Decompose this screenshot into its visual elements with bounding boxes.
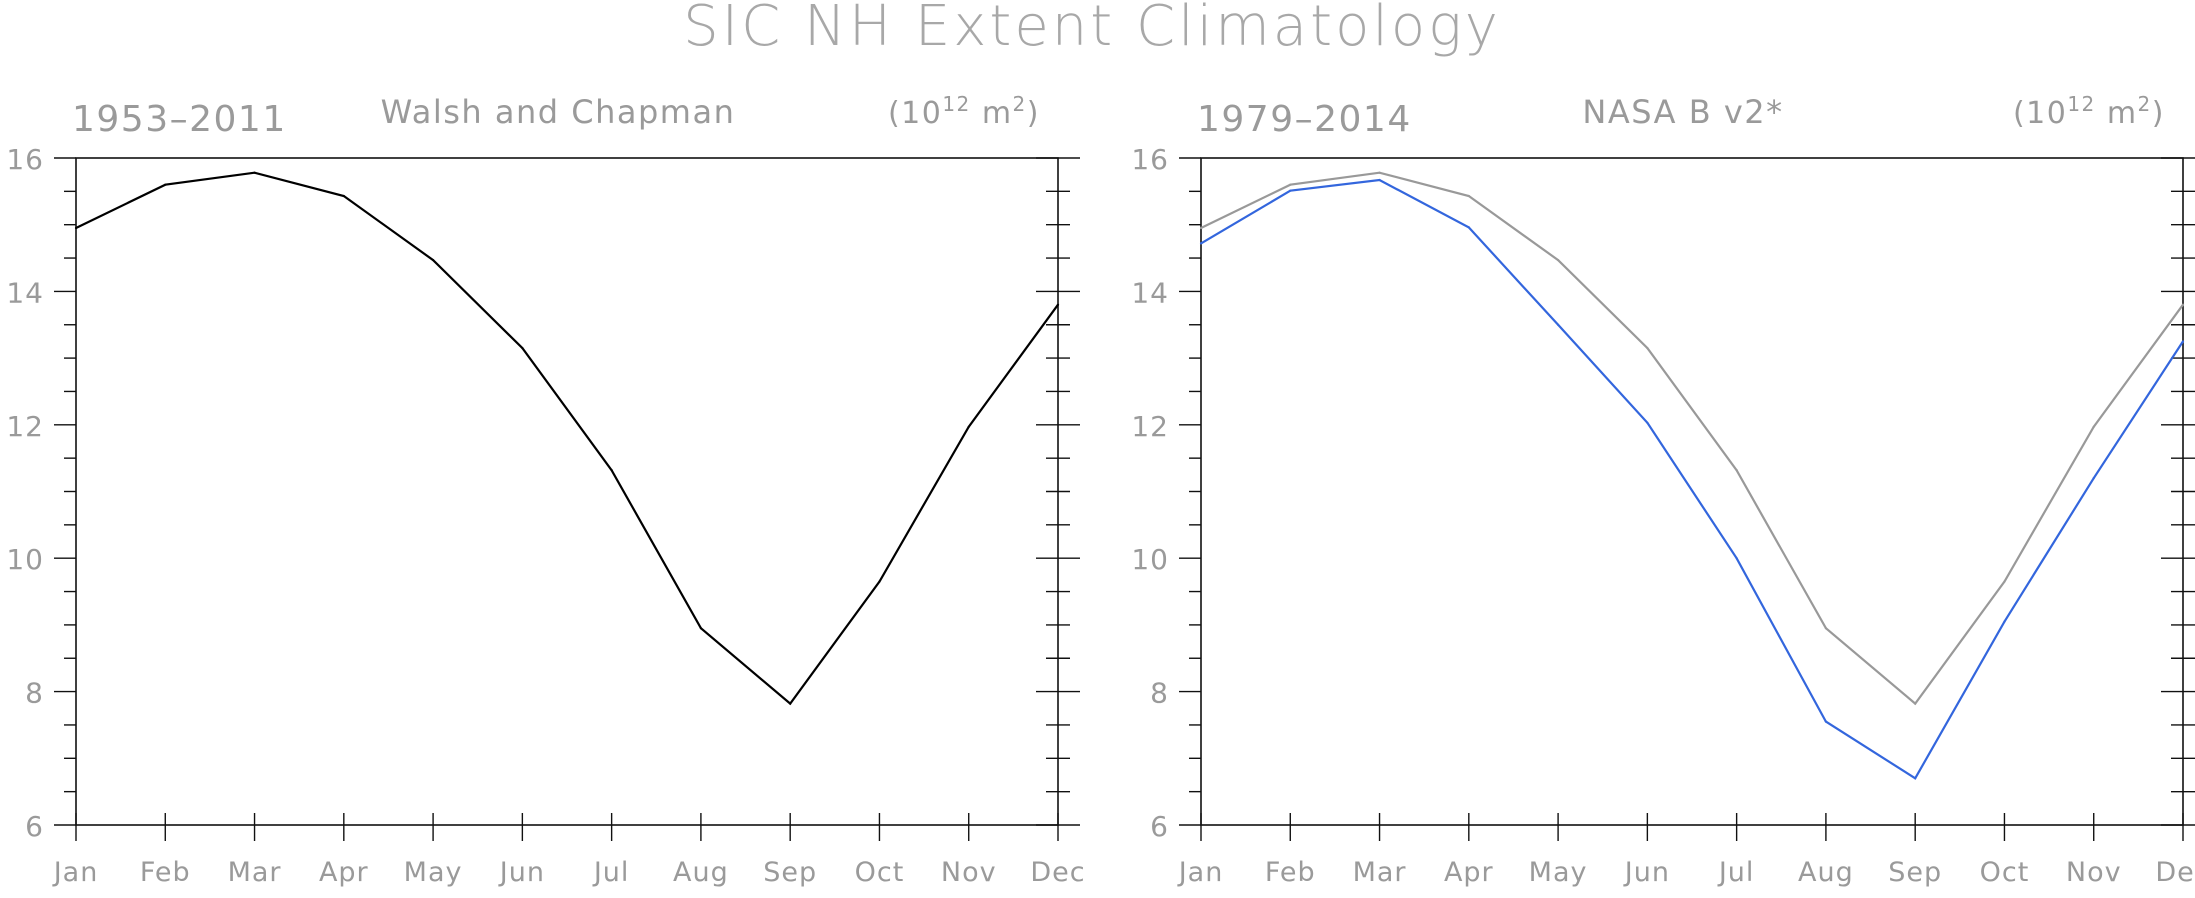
data-point-1-nov: [967, 425, 970, 428]
data-point-1-mar: [1378, 171, 1381, 174]
data-point-2-feb: [1289, 189, 1292, 192]
x-tick-label-dec: Dec: [2155, 857, 2195, 888]
y-tick-label-16: 16: [1131, 143, 1169, 176]
x-tick-label-nov: Nov: [941, 857, 997, 888]
data-point-1-feb: [164, 183, 167, 186]
y-tick-label-12: 12: [1131, 410, 1169, 443]
x-tick-label-may: May: [1529, 857, 1588, 888]
x-tick-label-dec: Dec: [1030, 857, 1085, 888]
data-point-2-sep: [1914, 777, 1917, 780]
units-base: (10: [888, 96, 942, 131]
data-point-2-jul: [1735, 557, 1738, 560]
data-point-1-mar: [253, 171, 256, 174]
units-meter: m: [2096, 96, 2138, 131]
x-tick-label-jun: Jun: [498, 857, 545, 888]
series-line-1: [1200, 171, 2184, 706]
y-tick-label-10: 10: [6, 543, 44, 576]
units-close: ): [1027, 96, 1040, 131]
x-tick-label-apr: Apr: [1444, 857, 1494, 888]
data-point-1-jul: [610, 469, 613, 472]
x-tick-label-aug: Aug: [1798, 857, 1854, 888]
x-tick-label-jun: Jun: [1623, 857, 1670, 888]
chart-panel-right: 1979–2014 NASA B v2* (1012 m2)6810121416Ja…: [1131, 92, 2195, 888]
data-point-1-jan: [1199, 226, 1203, 230]
data-point-2-dec: [2181, 340, 2185, 343]
data-point-1-sep: [1914, 702, 1917, 705]
x-tick-label-jul: Jul: [592, 857, 630, 888]
data-point-2-oct: [2003, 620, 2006, 623]
x-tick-label-aug: Aug: [673, 857, 729, 888]
units-exponent-2: 2: [2138, 92, 2152, 116]
x-tick-label-oct: Oct: [855, 857, 905, 888]
units-exponent-2: 2: [1013, 92, 1027, 116]
x-tick-label-oct: Oct: [1980, 857, 2030, 888]
plot-frame: [75, 157, 1059, 826]
x-tick-label-feb: Feb: [140, 857, 191, 888]
data-point-1-may: [431, 258, 435, 262]
data-point-1-aug: [699, 627, 703, 630]
units-base: (10: [2013, 96, 2067, 131]
data-point-1-nov: [2092, 425, 2095, 428]
units-meter: m: [971, 96, 1013, 131]
x-tick-label-jul: Jul: [1717, 857, 1755, 888]
units-close: ): [2152, 96, 2165, 131]
panel-units: (1012 m2): [888, 92, 1040, 131]
x-tick-label-sep: Sep: [1888, 857, 1942, 888]
data-point-2-aug: [1824, 720, 1828, 723]
series-line-1: [75, 171, 1059, 706]
y-tick-label-8: 8: [1150, 677, 1169, 710]
data-point-1-jan: [74, 226, 78, 230]
y-tick-label-14: 14: [6, 276, 44, 309]
panel-left-label: 1979–2014: [1197, 99, 1412, 140]
chart-panel-left: 1953–2011 Walsh and Chapman (1012 m2)68101…: [6, 92, 1085, 888]
data-point-2-jan: [1199, 242, 1203, 245]
x-tick-label-nov: Nov: [2066, 857, 2122, 888]
data-point-2-may: [1556, 323, 1560, 326]
data-point-1-aug: [1824, 627, 1828, 630]
x-tick-label-mar: Mar: [228, 857, 282, 888]
data-point-1-sep: [789, 702, 792, 705]
data-point-1-jun: [1646, 346, 1649, 350]
panel-units: (1012 m2): [2013, 92, 2165, 131]
data-point-2-nov: [2092, 477, 2095, 480]
data-point-1-dec: [1056, 303, 1060, 306]
units-exponent: 12: [2067, 92, 2095, 116]
x-tick-label-jan: Jan: [1177, 857, 1224, 888]
units-exponent: 12: [942, 92, 970, 116]
x-tick-label-sep: Sep: [763, 857, 817, 888]
x-tick-label-apr: Apr: [319, 857, 369, 888]
data-point-1-oct: [878, 580, 881, 583]
y-tick-label-12: 12: [6, 410, 44, 443]
data-point-1-feb: [1289, 183, 1292, 186]
y-tick-label-10: 10: [1131, 543, 1169, 576]
data-point-2-jun: [1646, 421, 1649, 424]
y-tick-label-16: 16: [6, 143, 44, 176]
series-line-2: [1200, 178, 2184, 780]
y-tick-label-6: 6: [25, 810, 44, 843]
data-point-2-apr: [1467, 226, 1470, 229]
data-point-1-jul: [1735, 469, 1738, 472]
y-tick-label-8: 8: [25, 677, 44, 710]
x-tick-label-jan: Jan: [52, 857, 99, 888]
data-point-1-dec: [2181, 303, 2185, 306]
data-point-1-jun: [521, 346, 524, 350]
x-tick-label-feb: Feb: [1265, 857, 1316, 888]
y-tick-label-6: 6: [1150, 810, 1169, 843]
figure-title: SIC NH Extent Climatology: [683, 0, 1501, 59]
y-tick-label-14: 14: [1131, 276, 1169, 309]
data-point-1-apr: [342, 194, 345, 198]
panel-left-label: 1953–2011: [72, 99, 287, 140]
panel-title: Walsh and Chapman: [381, 93, 736, 131]
data-point-1-apr: [1467, 194, 1470, 198]
data-point-2-mar: [1378, 178, 1381, 182]
x-tick-label-mar: Mar: [1353, 857, 1407, 888]
panel-title: NASA B v2*: [1582, 93, 1783, 131]
x-tick-label-may: May: [404, 857, 463, 888]
data-point-1-oct: [2003, 580, 2006, 583]
data-point-1-may: [1556, 258, 1560, 262]
